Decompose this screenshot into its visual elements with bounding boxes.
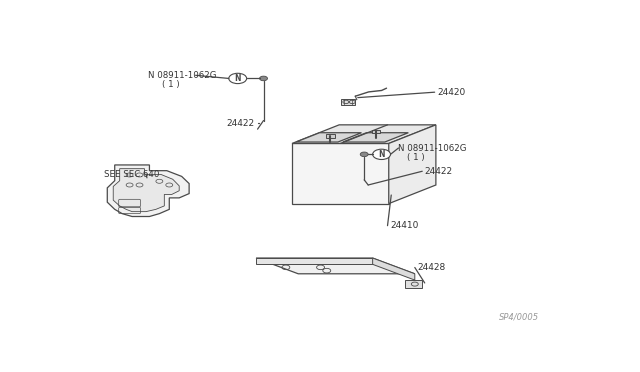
Polygon shape: [256, 258, 415, 274]
Text: ( 1 ): ( 1 ): [163, 80, 180, 89]
Text: 24422: 24422: [227, 119, 255, 128]
Polygon shape: [256, 258, 372, 264]
Polygon shape: [343, 133, 408, 142]
Polygon shape: [372, 130, 380, 133]
Text: 24422: 24422: [425, 167, 453, 176]
Circle shape: [260, 76, 268, 81]
Circle shape: [229, 73, 246, 84]
Text: ( 1 ): ( 1 ): [408, 153, 425, 162]
Text: 24420: 24420: [437, 88, 465, 97]
Text: N 08911-1062G: N 08911-1062G: [399, 144, 467, 153]
Polygon shape: [108, 165, 189, 217]
Text: 24410: 24410: [390, 221, 419, 230]
Text: SP4/0005: SP4/0005: [499, 313, 540, 322]
Text: N: N: [378, 150, 385, 159]
Polygon shape: [388, 125, 436, 203]
Polygon shape: [292, 144, 388, 203]
Text: 24428: 24428: [417, 263, 445, 272]
Polygon shape: [405, 280, 422, 288]
Polygon shape: [113, 169, 179, 212]
Polygon shape: [292, 125, 436, 144]
Polygon shape: [296, 133, 362, 142]
Text: N 08911-1062G: N 08911-1062G: [148, 71, 217, 80]
Polygon shape: [341, 99, 355, 105]
Polygon shape: [372, 258, 415, 280]
Circle shape: [360, 152, 368, 157]
Text: SEE SEC.640: SEE SEC.640: [104, 170, 159, 179]
Text: N: N: [234, 74, 241, 83]
Polygon shape: [326, 134, 335, 138]
Circle shape: [372, 149, 390, 160]
